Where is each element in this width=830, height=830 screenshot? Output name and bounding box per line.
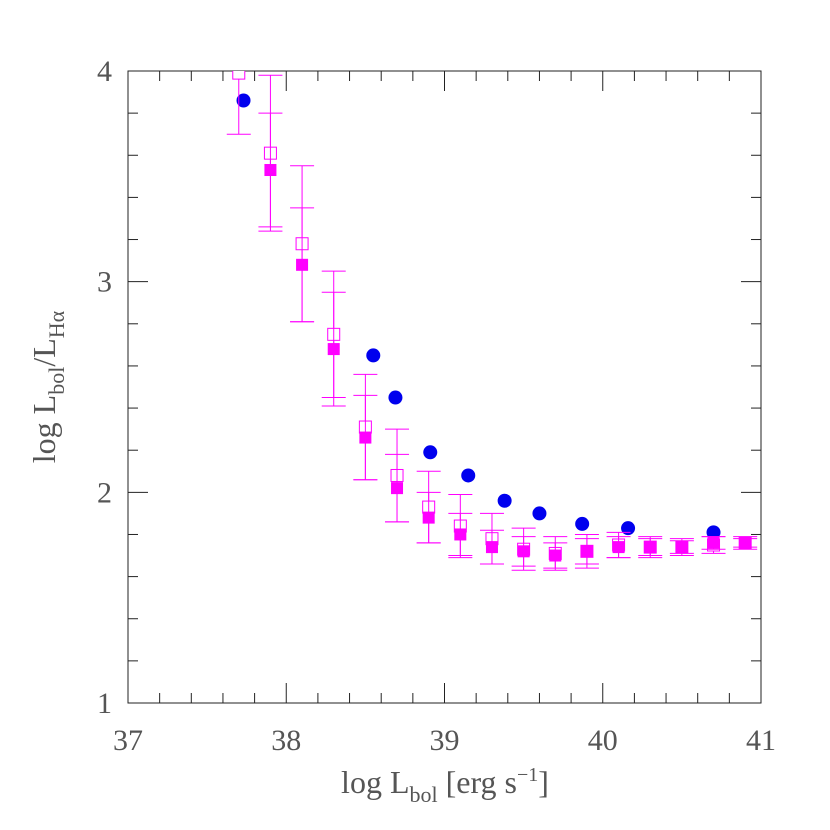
plot-area: [226, 71, 758, 571]
x-tick-label: 41: [746, 724, 776, 757]
x-label-sub: bol: [409, 782, 437, 807]
point: [580, 545, 593, 558]
y-label-sub: bol: [44, 367, 69, 395]
y-tick-label: 4: [97, 55, 112, 88]
point: [423, 445, 438, 460]
point: [739, 536, 752, 549]
point: [675, 541, 688, 554]
y-label-part: log L: [26, 395, 62, 463]
point: [706, 525, 721, 540]
plot-frame: [127, 70, 762, 704]
y-tick-label: 2: [97, 476, 112, 509]
x-label-part: ]: [538, 764, 549, 800]
x-label-part: [erg s: [438, 764, 517, 800]
x-label-sup: −1: [517, 764, 538, 786]
x-axis-label: log Lbol [erg s−1]: [341, 764, 549, 807]
point: [517, 545, 530, 558]
y-label-sub: Hα: [44, 310, 69, 338]
point: [359, 431, 372, 444]
y-tick-label: 1: [97, 687, 112, 720]
point: [575, 516, 590, 531]
x-tick-label: 37: [113, 724, 143, 757]
point: [422, 511, 435, 524]
point: [391, 482, 404, 495]
point: [461, 468, 476, 483]
point: [612, 541, 625, 554]
x-tick-label: 40: [588, 724, 618, 757]
y-label-part: /L: [26, 338, 62, 366]
point: [707, 536, 720, 549]
point: [532, 506, 547, 521]
point: [621, 521, 636, 536]
point: [327, 343, 340, 356]
x-tick-label: 39: [430, 724, 460, 757]
x-label-part: log L: [341, 764, 409, 800]
point: [497, 493, 512, 508]
point: [236, 93, 251, 108]
point: [296, 258, 309, 271]
point: [644, 541, 657, 554]
point: [264, 164, 277, 177]
point: [388, 390, 403, 405]
point: [366, 348, 381, 363]
point: [454, 528, 467, 541]
y-axis-label: log Lbol/LHα: [26, 310, 69, 463]
point: [232, 71, 246, 80]
x-tick-label: 38: [271, 724, 301, 757]
y-tick-label: 3: [97, 266, 112, 299]
point: [549, 549, 562, 562]
point: [485, 541, 498, 554]
